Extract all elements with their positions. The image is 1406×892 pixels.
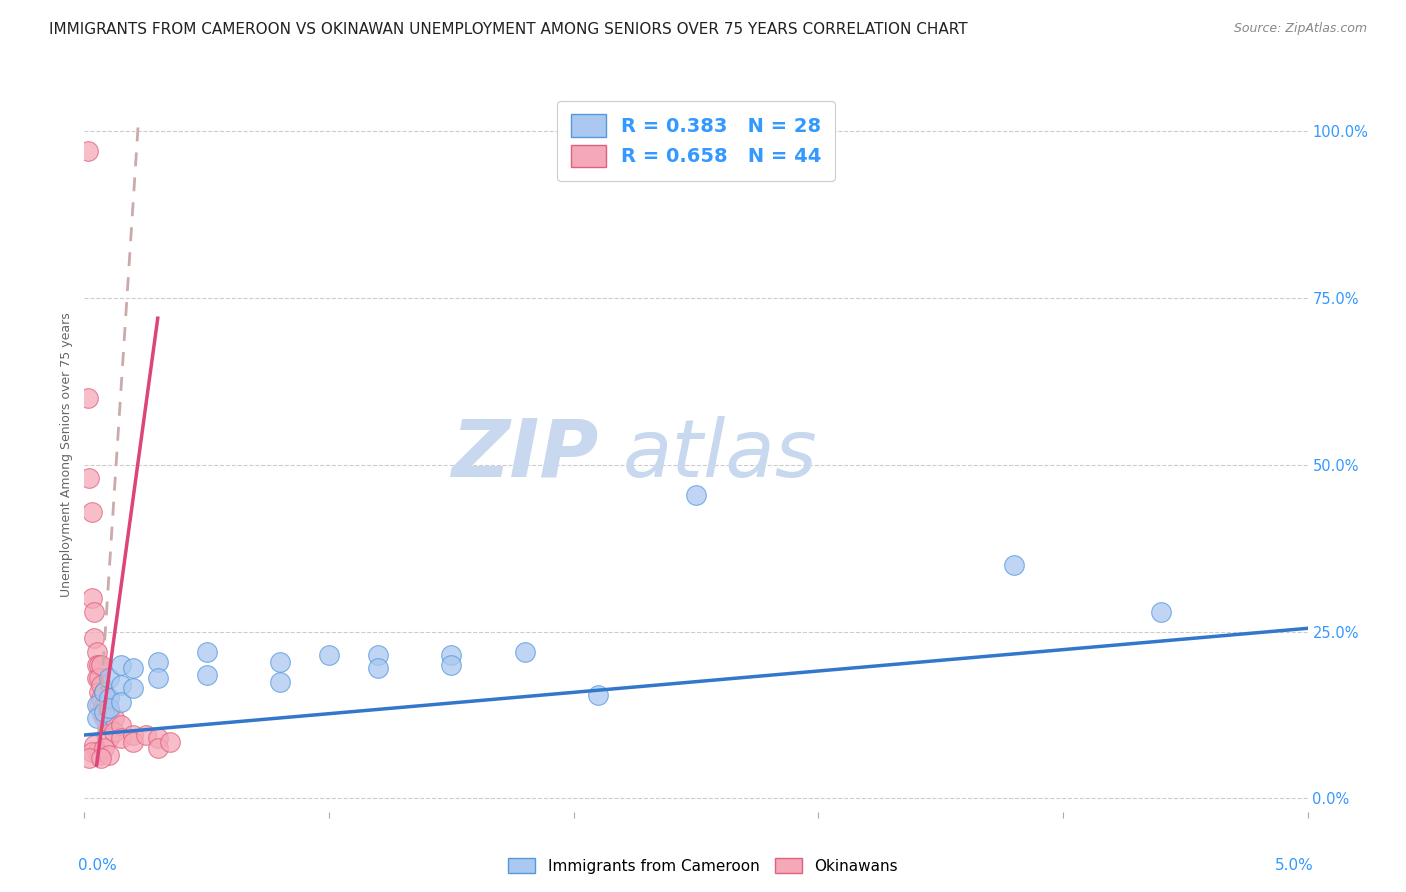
Point	[122, 728, 145, 742]
Point	[80, 591, 103, 606]
Point	[97, 701, 120, 715]
Point	[110, 678, 132, 692]
Point	[269, 674, 291, 689]
Point	[90, 678, 112, 692]
Point	[97, 671, 120, 685]
Point	[195, 645, 218, 659]
Point	[87, 671, 110, 685]
Point	[685, 488, 707, 502]
Point	[513, 645, 536, 659]
Point	[87, 747, 110, 762]
Point	[93, 684, 115, 698]
Point	[80, 505, 103, 519]
Point	[110, 695, 132, 709]
Point	[122, 681, 145, 696]
Point	[93, 684, 115, 698]
Point	[103, 724, 125, 739]
Point	[87, 684, 110, 698]
Point	[90, 751, 112, 765]
Point	[93, 741, 115, 756]
Y-axis label: Unemployment Among Seniors over 75 years: Unemployment Among Seniors over 75 years	[60, 312, 73, 598]
Point	[77, 391, 100, 405]
Point	[97, 718, 120, 732]
Point	[90, 691, 112, 706]
Point	[97, 731, 120, 746]
Point	[1002, 558, 1025, 572]
Point	[135, 728, 157, 742]
Point	[110, 731, 132, 746]
Point	[97, 747, 120, 762]
Point	[1150, 605, 1173, 619]
Point	[90, 658, 112, 673]
Point	[440, 658, 463, 673]
Point	[97, 691, 120, 706]
Point	[96, 711, 118, 725]
Legend: Immigrants from Cameroon, Okinawans: Immigrants from Cameroon, Okinawans	[502, 852, 904, 880]
Point	[87, 658, 110, 673]
Text: 0.0%: 0.0%	[79, 858, 117, 873]
Point	[318, 648, 340, 662]
Point	[77, 145, 100, 159]
Point	[146, 655, 169, 669]
Point	[87, 698, 110, 712]
Point	[83, 605, 105, 619]
Point	[86, 745, 108, 759]
Point	[93, 711, 115, 725]
Point	[367, 661, 389, 675]
Point	[159, 734, 181, 748]
Point	[80, 745, 103, 759]
Point	[86, 711, 108, 725]
Point	[367, 648, 389, 662]
Point	[146, 671, 169, 685]
Point	[110, 658, 132, 673]
Point	[97, 705, 120, 719]
Point	[93, 698, 115, 712]
Text: 5.0%: 5.0%	[1275, 858, 1313, 873]
Point	[195, 668, 218, 682]
Text: atlas: atlas	[623, 416, 817, 494]
Text: Source: ZipAtlas.com: Source: ZipAtlas.com	[1233, 22, 1367, 36]
Point	[440, 648, 463, 662]
Point	[86, 698, 108, 712]
Point	[146, 731, 169, 746]
Point	[77, 751, 100, 765]
Point	[269, 655, 291, 669]
Point	[146, 741, 169, 756]
Point	[586, 688, 609, 702]
Text: IMMIGRANTS FROM CAMEROON VS OKINAWAN UNEMPLOYMENT AMONG SENIORS OVER 75 YEARS CO: IMMIGRANTS FROM CAMEROON VS OKINAWAN UNE…	[49, 22, 967, 37]
Point	[86, 658, 108, 673]
Point	[90, 705, 112, 719]
Point	[77, 471, 100, 485]
Point	[83, 632, 105, 646]
Point	[86, 645, 108, 659]
Point	[122, 734, 145, 748]
Point	[122, 661, 145, 675]
Text: ZIP: ZIP	[451, 416, 598, 494]
Point	[86, 671, 108, 685]
Point	[93, 705, 115, 719]
Point	[103, 711, 125, 725]
Point	[83, 738, 105, 752]
Point	[110, 718, 132, 732]
Legend: R = 0.383   N = 28, R = 0.658   N = 44: R = 0.383 N = 28, R = 0.658 N = 44	[557, 101, 835, 180]
Point	[96, 698, 118, 712]
